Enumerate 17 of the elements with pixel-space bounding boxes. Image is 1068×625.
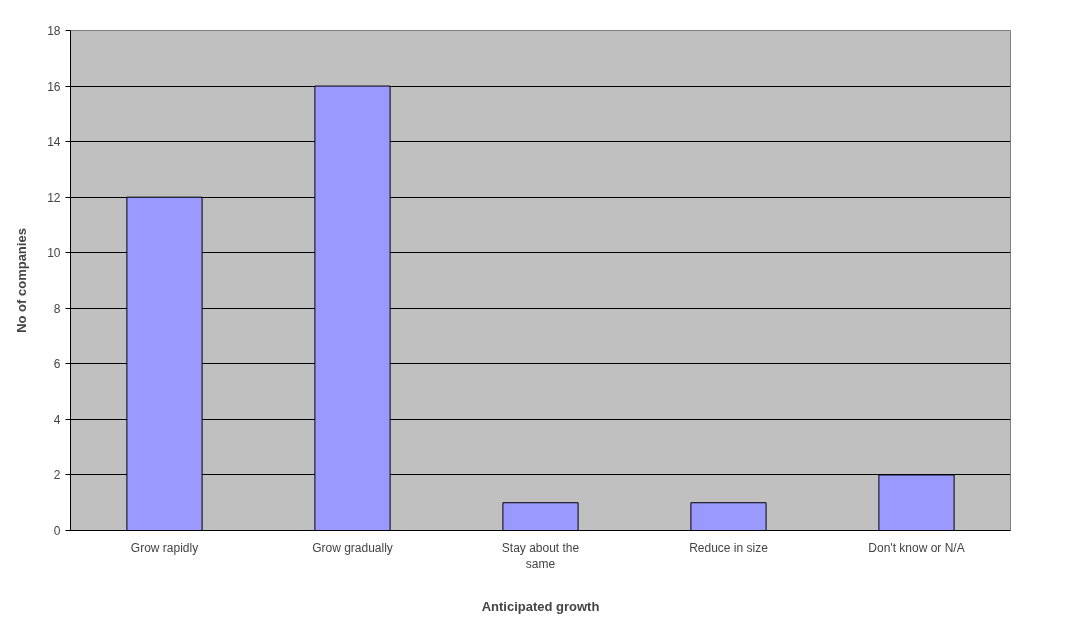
y-tick-label: 4: [53, 412, 61, 427]
x-tick-label: Reduce in size: [689, 540, 769, 555]
y-tick-label: 12: [47, 190, 61, 205]
y-tick-label: 6: [53, 357, 61, 372]
x-tick-label: Don't know or N/A: [868, 540, 965, 555]
x-tick-label: Grow rapidly: [130, 540, 199, 555]
y-tick-label: 2: [53, 468, 61, 483]
y-axis-title: No of companies: [14, 228, 30, 333]
y-tick-label: 8: [53, 301, 61, 316]
y-tick-label: 16: [47, 79, 61, 94]
x-tick-label: Grow gradually: [312, 540, 393, 555]
y-tick-label: 0: [53, 524, 61, 538]
x-tick-label: Stay about the same: [501, 540, 580, 572]
y-tick-label: 18: [47, 24, 61, 38]
y-tick-label: 10: [47, 246, 61, 261]
y-tick-label: 14: [47, 135, 61, 150]
x-axis-title: Anticipated growth: [481, 599, 600, 615]
